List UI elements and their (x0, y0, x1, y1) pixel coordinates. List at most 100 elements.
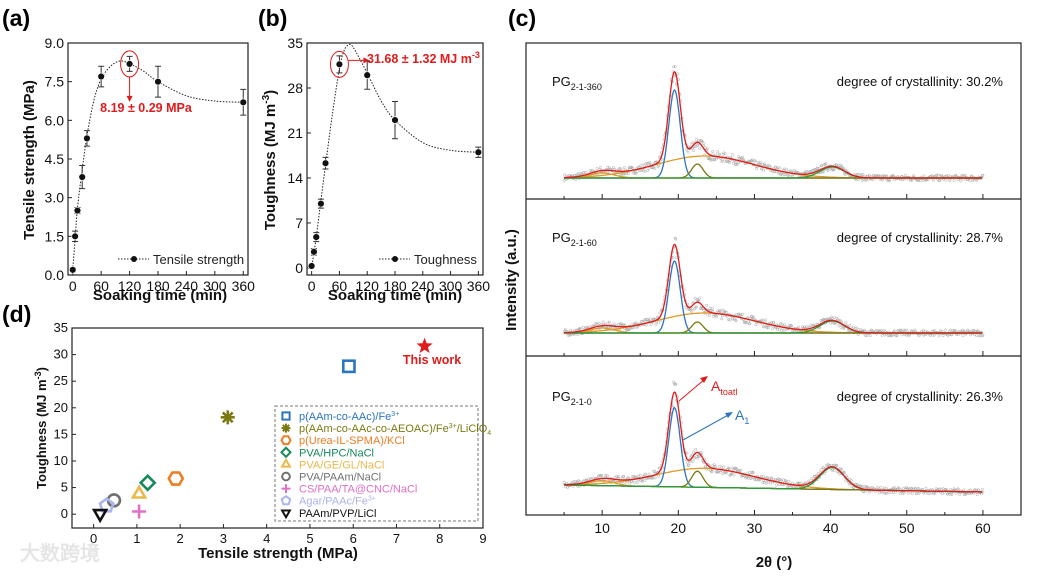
data-point (843, 173, 847, 176)
data-point (645, 162, 649, 165)
data-point (710, 307, 714, 311)
data-point (685, 461, 689, 465)
data-point (654, 323, 658, 326)
data-point (821, 466, 825, 470)
data-point (622, 166, 626, 170)
legend-label: PVA/GE/GL/NaCl (299, 459, 384, 471)
data-point (733, 318, 737, 322)
data-point (69, 266, 77, 274)
data-point (899, 329, 903, 333)
data-point (647, 167, 651, 171)
data-point (797, 481, 801, 485)
data-point (723, 152, 727, 156)
data-point (694, 447, 698, 451)
y-tick-label: 15 (54, 426, 68, 441)
plot-frame (71, 327, 484, 529)
data-point (749, 477, 753, 480)
data-point (690, 307, 694, 311)
data-point (822, 318, 826, 322)
data-point (640, 319, 644, 323)
legend-marker (280, 435, 292, 446)
data-point (769, 476, 773, 480)
data-point (686, 150, 690, 154)
data-point (916, 178, 920, 182)
data-point (773, 170, 776, 174)
data-point (890, 334, 894, 338)
data-point (947, 173, 951, 177)
data-point (722, 465, 726, 469)
data-point (779, 173, 783, 177)
data-point (617, 167, 621, 171)
data-point (948, 179, 952, 183)
x-axis-label: Soaking time (min) (328, 287, 462, 304)
data-point (826, 168, 830, 172)
data-point (764, 324, 768, 328)
data-point (651, 476, 654, 480)
data-point (819, 467, 823, 471)
data-point (698, 147, 702, 150)
y-axis-label: Toughness (MJ m-3) (261, 90, 279, 230)
data-point (876, 486, 880, 490)
data-point (797, 325, 800, 329)
data-point (596, 474, 600, 478)
data-point (869, 486, 873, 490)
data-point (574, 178, 578, 182)
fit-curve (311, 43, 479, 269)
data-point (748, 471, 752, 474)
data-point (570, 173, 574, 177)
data-point (725, 160, 728, 164)
data-point (964, 492, 968, 496)
arrow-head (363, 57, 370, 64)
data-point (837, 323, 841, 327)
peak-a1-fit (564, 89, 983, 179)
sample-label: PG2-1-360 (552, 74, 602, 92)
x-tick-label: 8 (436, 531, 443, 546)
legend-marker (281, 484, 291, 494)
data-point (941, 334, 945, 338)
data-point (832, 322, 836, 325)
data-point (788, 324, 792, 328)
a1-arrow (682, 413, 731, 441)
data-point (748, 322, 752, 326)
data-point (612, 322, 616, 326)
data-point (809, 323, 813, 327)
data-point (684, 306, 688, 309)
data-point (794, 170, 798, 174)
data-point (770, 327, 774, 330)
data-point (83, 134, 91, 143)
data-point (810, 477, 813, 481)
data-point (864, 334, 868, 338)
data-point (770, 320, 774, 324)
x-tick-label: 40 (823, 520, 839, 536)
data-point (572, 480, 576, 484)
data-point (886, 334, 890, 338)
data-point (782, 329, 786, 333)
data-point (606, 165, 610, 169)
data-point (879, 329, 883, 333)
data-point (952, 328, 956, 332)
data-point (851, 325, 855, 329)
data-point (932, 492, 935, 496)
data-point (913, 328, 917, 332)
data-point (577, 327, 580, 331)
data-point (764, 481, 768, 485)
y-tick-label: 4.5 (45, 151, 65, 167)
data-point (951, 329, 955, 333)
data-point (605, 474, 609, 478)
tensile-strength-chart: Tensile strength (MPa) Soaking time (min… (21, 35, 255, 304)
y-tick-label: 1.5 (45, 228, 65, 244)
data-point (975, 334, 979, 338)
data-point (713, 157, 717, 161)
data-point (895, 334, 899, 338)
data-point (777, 483, 781, 487)
x-tick-label: 240 (411, 278, 435, 294)
data-point (779, 322, 783, 326)
data-point (977, 334, 981, 338)
data-point (968, 179, 972, 183)
data-point (671, 256, 675, 259)
data-point (919, 178, 922, 182)
crystallinity-label: degree of crystallinity: 30.2% (837, 74, 1004, 89)
data-point (723, 310, 726, 314)
data-point (956, 487, 959, 491)
comparison-chart: Toughness (MJ m-3) Tensile strength (MPa… (33, 320, 491, 562)
